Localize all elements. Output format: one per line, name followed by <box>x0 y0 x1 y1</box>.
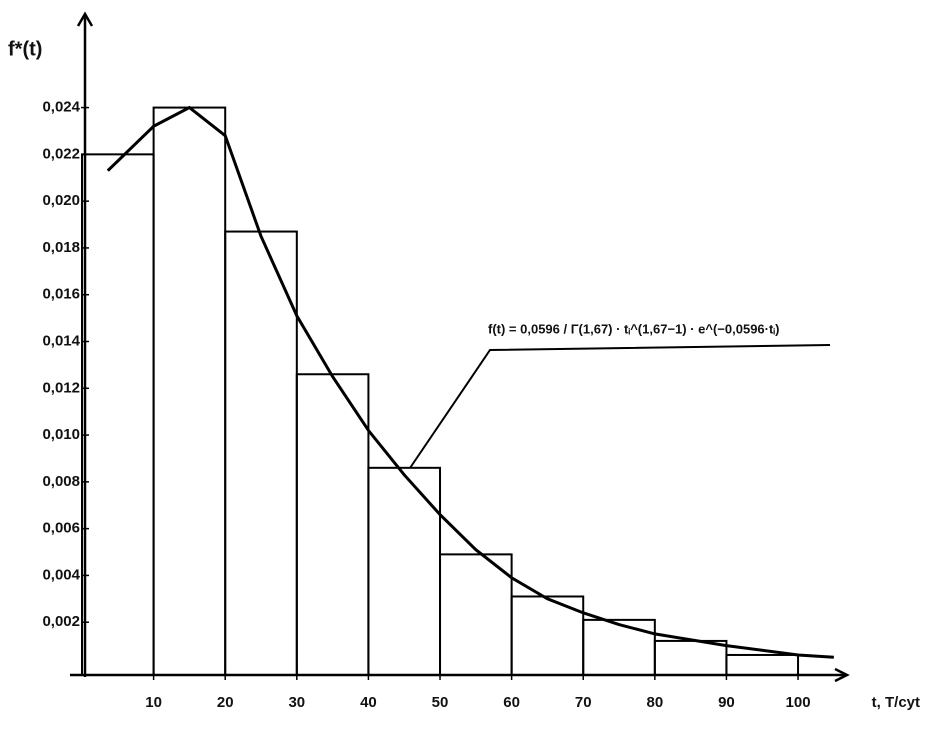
fitted-curve <box>106 105 834 659</box>
histogram-bar <box>653 639 728 677</box>
leader-line <box>409 344 831 469</box>
y-tick-label: 0,006 <box>42 520 80 537</box>
formula-annotation: f(t) = 0,0596 / Γ(1,67) · tᵢ^(1,67−1) · … <box>488 321 779 336</box>
y-tick-label: 0,024 <box>42 99 80 116</box>
x-tick-label: 90 <box>718 694 735 711</box>
histogram-bar <box>224 230 298 677</box>
y-tick-label: 0,014 <box>42 332 80 349</box>
histogram-bar <box>152 106 227 677</box>
histogram-bar <box>582 618 656 676</box>
x-tick-label: 30 <box>288 694 305 711</box>
x-tick-label: 100 <box>786 694 811 711</box>
histogram-bar <box>81 153 155 677</box>
y-tick-label: 0,002 <box>42 613 80 630</box>
x-tick-label: 20 <box>217 694 234 711</box>
y-tick-label: 0,010 <box>42 426 80 443</box>
x-tick-label: 40 <box>360 694 377 711</box>
histogram-bar <box>439 553 513 676</box>
x-tick-label: 60 <box>503 694 520 711</box>
histogram-bar <box>295 373 370 676</box>
y-tick-label: 0,012 <box>42 379 80 396</box>
y-tick-label: 0,004 <box>42 566 80 583</box>
x-tick-label: 10 <box>145 694 162 711</box>
histogram-bar <box>725 653 800 677</box>
x-tick-label: 80 <box>646 694 663 711</box>
x-tick-label: 70 <box>575 694 592 711</box>
histogram-bar <box>367 466 442 677</box>
y-tick-label: 0,020 <box>42 192 80 209</box>
y-tick-label: 0,018 <box>42 239 80 256</box>
x-axis-label: t, T/cyt <box>872 694 920 711</box>
x-tick-label: 50 <box>432 694 449 711</box>
y-axis-arrow <box>76 11 94 27</box>
x-axis-arrow <box>834 667 850 683</box>
y-tick-label: 0,022 <box>42 145 80 162</box>
y-tick-label: 0,016 <box>42 286 80 303</box>
y-tick-label: 0,008 <box>42 473 80 490</box>
y-axis-label: f*(t) <box>8 38 42 60</box>
